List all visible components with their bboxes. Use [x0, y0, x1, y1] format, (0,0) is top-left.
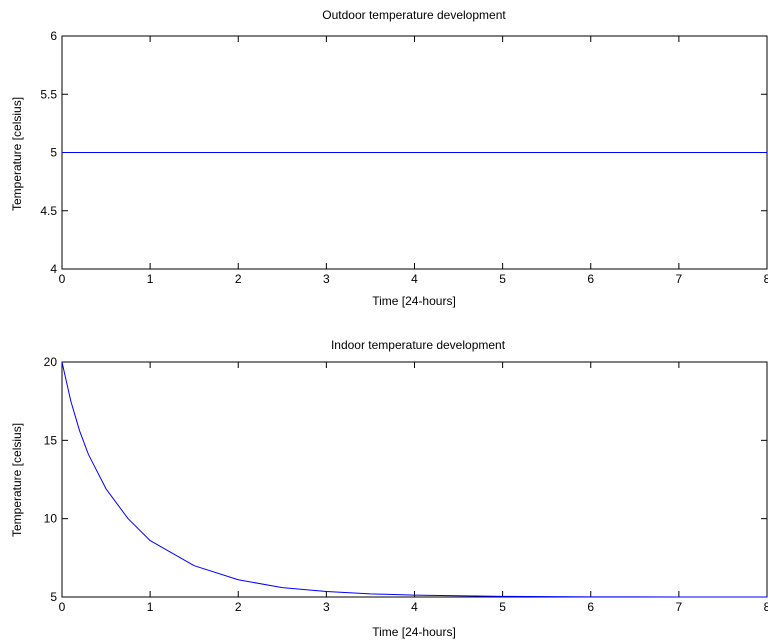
y-tick-label: 5 — [50, 590, 57, 604]
x-tick-label: 1 — [147, 600, 154, 614]
x-tick-label: 7 — [676, 600, 683, 614]
x-tick-label: 4 — [411, 272, 418, 286]
x-tick-label: 4 — [411, 600, 418, 614]
y-tick-label: 5 — [50, 146, 57, 160]
plot-title: Indoor temperature development — [331, 338, 506, 352]
x-tick-label: 7 — [676, 272, 683, 286]
axes-frame — [61, 361, 768, 598]
x-tick-label: 3 — [323, 600, 330, 614]
x-axis-label: Time [24-hours] — [372, 294, 456, 308]
plot-title: Outdoor temperature development — [322, 8, 506, 22]
y-tick-label: 5.5 — [40, 87, 57, 101]
y-tick-label: 20 — [44, 355, 58, 369]
y-tick-label: 4 — [50, 262, 57, 276]
plot-area: 0 1 2 3 4 5 6 7 8 4 4.5 5 5.5 6 — [40, 29, 768, 286]
plot-area: 0 1 2 3 4 5 6 7 8 5 10 15 20 — [44, 355, 768, 614]
x-axis-label: Time [24-hours] — [372, 625, 456, 639]
series-line — [61, 361, 767, 598]
x-tick-label: 3 — [323, 272, 330, 286]
x-tick-label: 0 — [59, 600, 66, 614]
y-tick-label: 10 — [44, 512, 58, 526]
x-tick-label: 2 — [235, 600, 242, 614]
y-tick-label: 6 — [50, 29, 57, 43]
y-tick-label: 4.5 — [40, 204, 57, 218]
x-tick-label: 5 — [499, 600, 506, 614]
x-tick-label: 8 — [764, 600, 768, 614]
outdoor-temperature-plot: Outdoor temperature development 0 1 2 3 4 5 6 7… — [10, 8, 768, 308]
x-tick-label: 0 — [59, 272, 66, 286]
y-tick-label: 15 — [44, 433, 58, 447]
y-axis-label: Temperature [celsius] — [10, 423, 24, 537]
x-tick-label: 5 — [499, 272, 506, 286]
y-axis-label: Temperature [celsius] — [10, 97, 24, 211]
x-tick-label: 2 — [235, 272, 242, 286]
x-tick-label: 1 — [147, 272, 154, 286]
x-tick-label: 8 — [764, 272, 768, 286]
indoor-temperature-plot: Indoor temperature development 0 1 2 3 4 5 6 7 8… — [10, 338, 768, 639]
x-tick-label: 6 — [587, 272, 594, 286]
x-tick-label: 6 — [587, 600, 594, 614]
